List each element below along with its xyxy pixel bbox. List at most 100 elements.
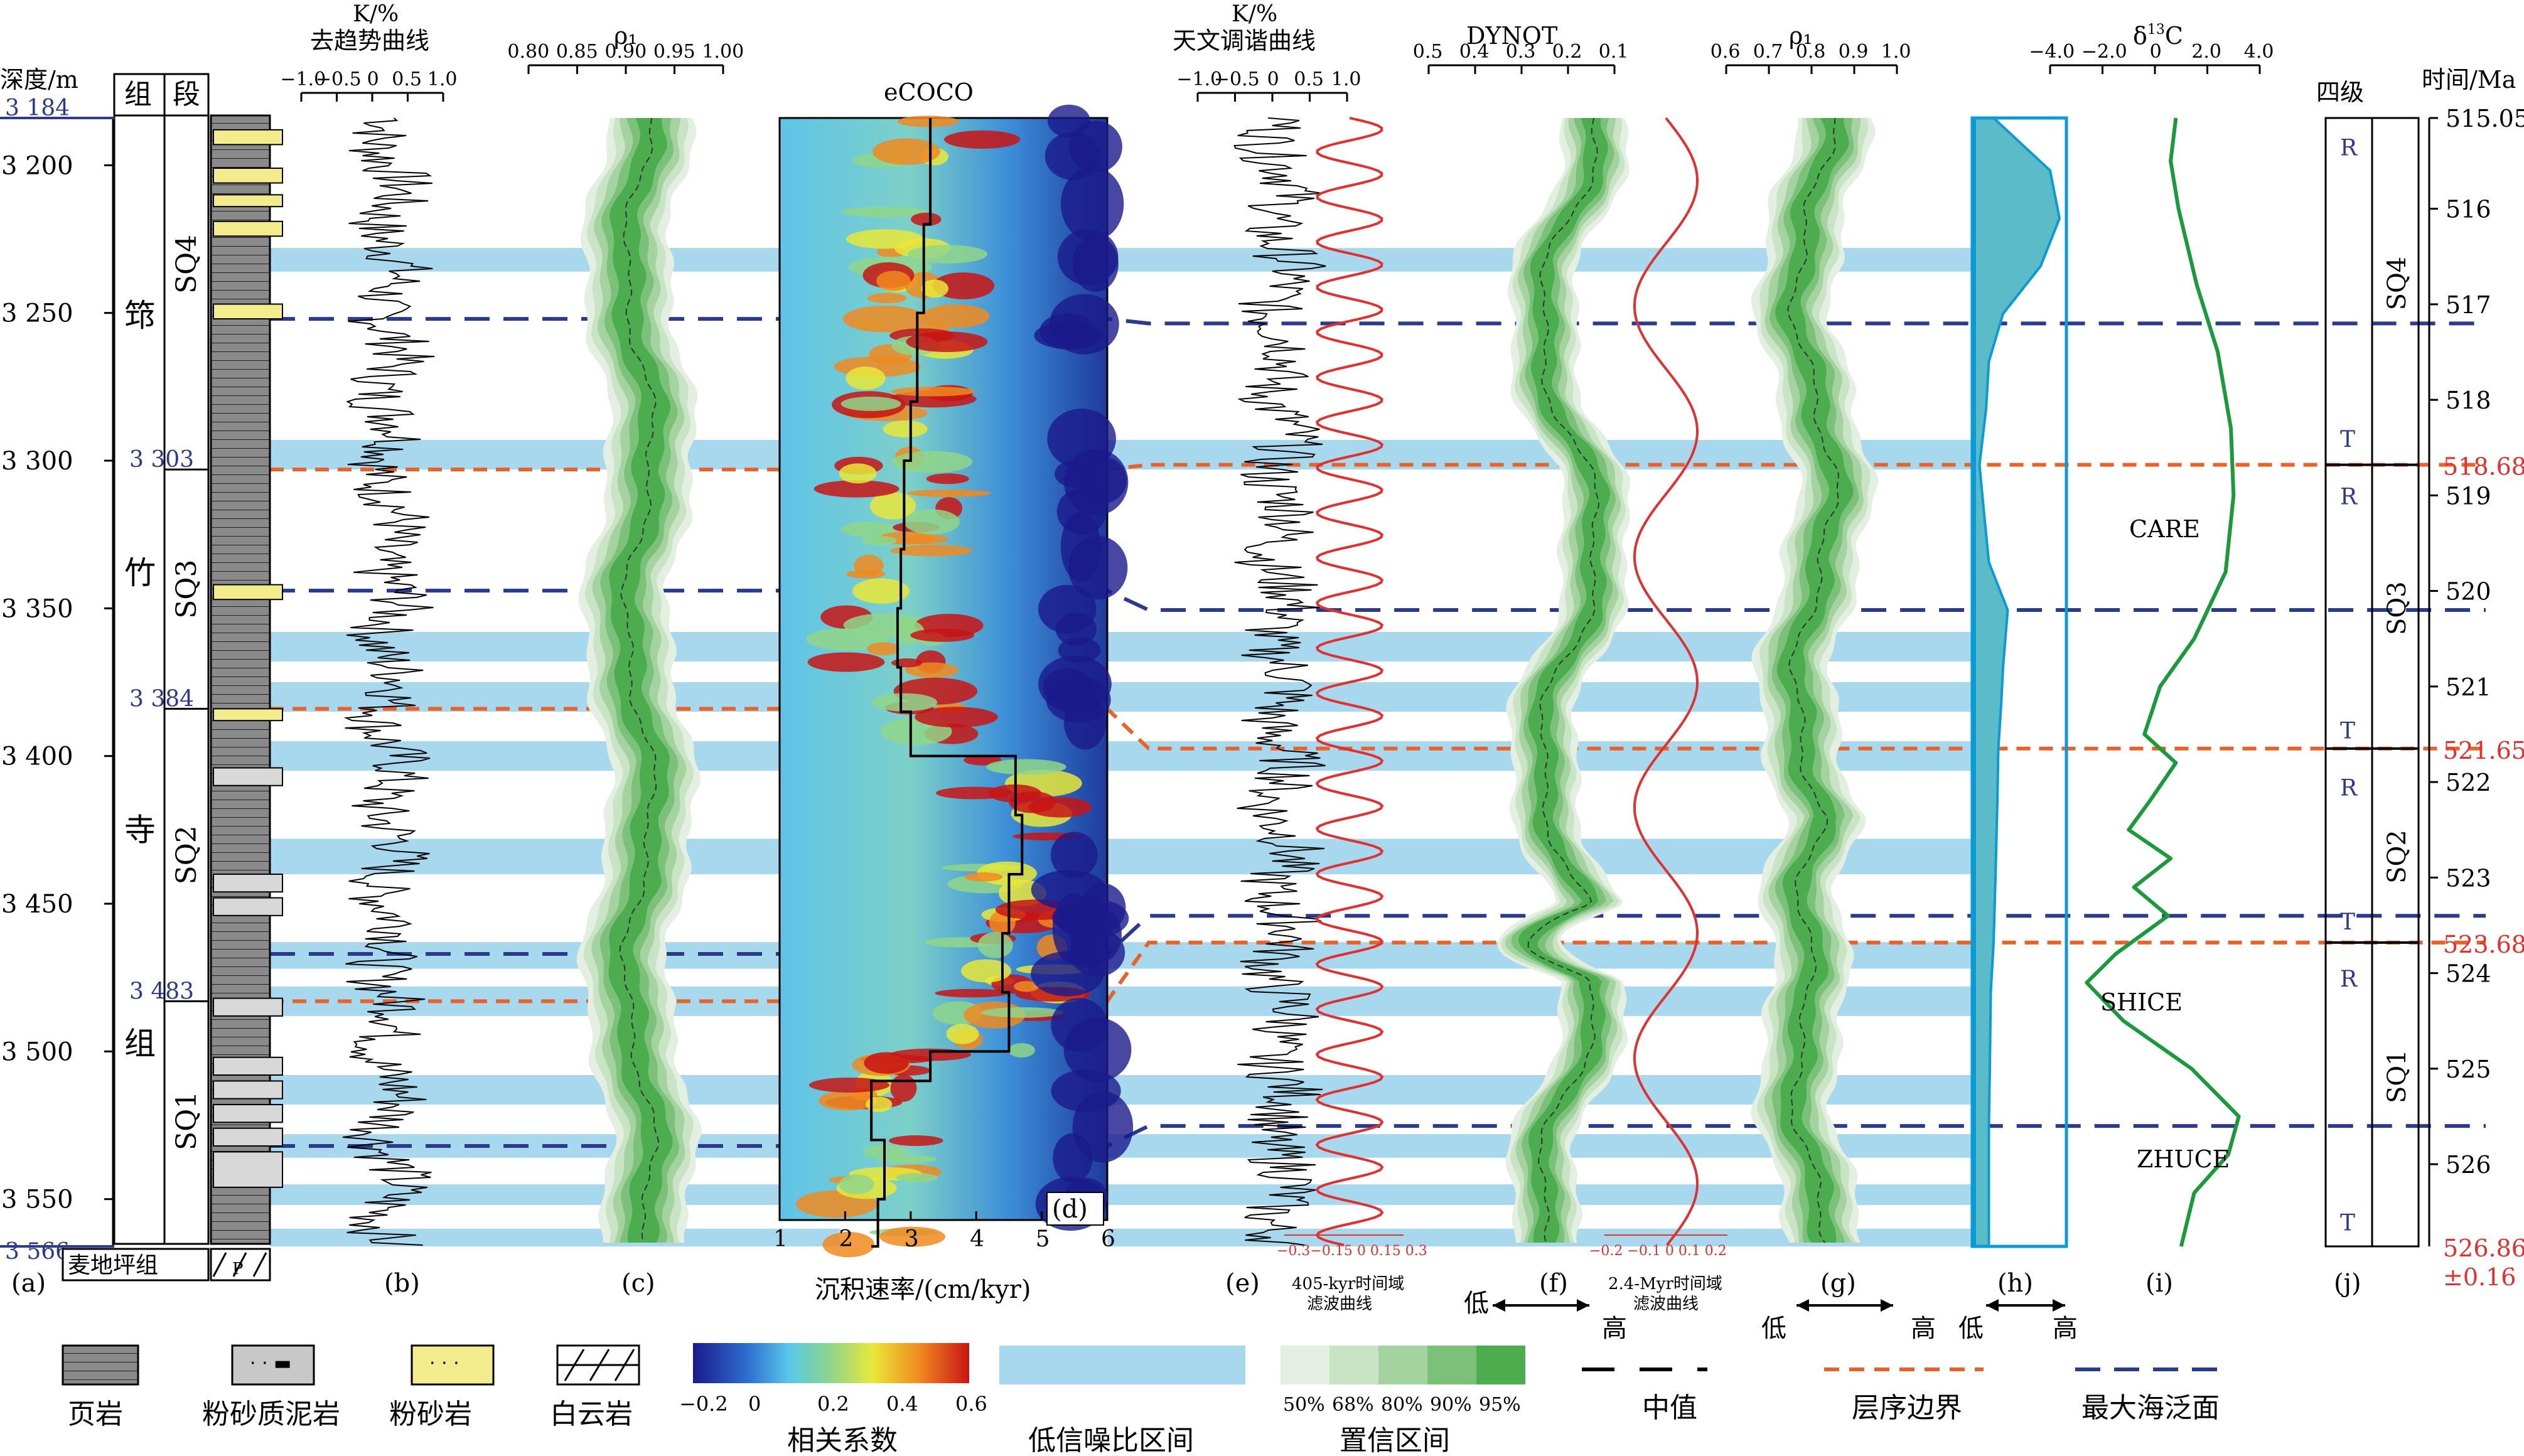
confidence-swatch-0: [1281, 1346, 1329, 1384]
axF-tick-1: 0.4: [1459, 41, 1490, 63]
e-filter-label-1: 405-kyr时间域: [1292, 1275, 1404, 1293]
lower-formation-label: 麦地坪组: [68, 1253, 158, 1278]
b-subtitle: 去趋势曲线: [310, 27, 429, 55]
dynot-f-band-3: [1510, 118, 1616, 1243]
time-tick-11: 526: [2446, 1151, 2491, 1179]
panel-label-j: (j): [2334, 1269, 2361, 1298]
siltstone-bed-1: [213, 168, 283, 184]
rho1-g-band-4: [1775, 118, 1854, 1243]
j-column-b: [2371, 117, 2420, 1248]
d-xtick-5: 6: [1101, 1226, 1115, 1252]
time-axis: 515.05 516 517 518 519 520 521 522 523 524 525 526 5…: [2428, 105, 2524, 1291]
system-tract-1: T: [2340, 427, 2355, 452]
confidence-tick-3: 90%: [1430, 1394, 1472, 1416]
depth-tick-5: 3 450: [1, 890, 73, 919]
system-tract-5: T: [2340, 909, 2355, 935]
axB-tick-2: 0: [367, 68, 379, 90]
event-care: CARE: [2129, 515, 2200, 543]
time-tick-3: 518: [2446, 387, 2491, 414]
legend-confidence-swatches: 50% 68% 80% 90% 95%: [1281, 1346, 1525, 1416]
b-title: K/%: [353, 1, 399, 27]
filter-405kyr-curve: [1315, 117, 1384, 1246]
ecoco-cell-86: [921, 279, 948, 298]
f-filter-label-1: 2.4-Myr时间域: [1608, 1275, 1722, 1293]
ecoco-cell-120: [822, 1231, 875, 1258]
axI-tick-0: −4.0: [2029, 41, 2075, 63]
legend-dolomite: 白云岩: [550, 1398, 633, 1430]
formation-char-3: 寺: [124, 812, 156, 848]
ecoco-cell-84: [867, 293, 907, 304]
arrow-g-low: 低: [1761, 1314, 1786, 1343]
panel-label-f: (f): [1539, 1269, 1568, 1298]
time-tick-4: 519: [2446, 482, 2491, 510]
colorbar-tick-1: 0: [748, 1392, 761, 1416]
confidence-swatch-4: [1476, 1346, 1525, 1384]
axI-tick-1: −2.0: [2081, 41, 2127, 63]
panel-label-g: (g): [1820, 1269, 1856, 1298]
depth-marker-4: 3 566: [5, 1239, 70, 1265]
f-title: DYNOT: [1466, 22, 1557, 50]
ecoco-cell-102: [908, 245, 988, 264]
time-red-3: 526.86: [2443, 1234, 2524, 1262]
g-title: ρ₁: [1789, 22, 1813, 50]
ecoco-low-24: [1063, 1017, 1132, 1082]
ecoco-cell-106: [935, 988, 1009, 998]
legend-low-snr-swatch: [999, 1346, 1245, 1384]
sequence-label-1: SQ3: [171, 560, 203, 619]
confidence-swatch-1: [1329, 1346, 1378, 1384]
ecoco-cell-87: [946, 1024, 979, 1044]
axG-tick-0: 0.6: [1710, 41, 1741, 63]
low-snr-band-left-8: [270, 1075, 840, 1105]
svg-text:· · ·: · · ·: [429, 1352, 459, 1374]
d13c-curve: [2085, 117, 2241, 1247]
legend-silty-swatch: [231, 1344, 315, 1386]
ecoco-cell-128: [891, 387, 975, 397]
axF-tick-0: 0.5: [1413, 41, 1443, 63]
member-header: 段: [173, 78, 200, 110]
time-red-0: 518.68: [2443, 453, 2524, 481]
arrow-g-high: 高: [1911, 1314, 1936, 1343]
ecoco-cell-135: [861, 535, 897, 545]
legend-shale-swatch: [62, 1344, 139, 1386]
mfs-line-1: [270, 589, 2486, 613]
axG-tick-4: 1.0: [1881, 41, 1911, 63]
axC-tick-2: 0.90: [604, 41, 647, 63]
sequence-labels: SQ4 SQ3 SQ2 SQ1: [164, 235, 208, 1150]
formation-column: [113, 114, 166, 1245]
panel-label-e: (e): [1225, 1269, 1260, 1298]
legend: 页岩 · · ▬ 粉砂质泥岩 · · · 粉砂岩 白云岩 −0.2 0 0.2 0.4…: [62, 1343, 2228, 1456]
d-xtick-4: 5: [1036, 1226, 1050, 1252]
legend-colorbar: [693, 1343, 969, 1383]
low-snr-band-left-3: [270, 682, 840, 712]
depth-marker-3: 3 483: [129, 978, 194, 1004]
ecoco-cell-114: [1008, 1043, 1035, 1057]
arrow-h-high: 高: [2053, 1314, 2078, 1343]
ecoco-cell-91: [944, 130, 1021, 149]
axE-tick-3: 0.5: [1294, 68, 1324, 90]
ecoco-low-39: [1060, 511, 1101, 582]
sea-level-curve: [1974, 117, 2061, 1248]
d-axis: 1 2 3 4 5 6: [773, 1211, 1115, 1252]
system-tract-6: R: [2340, 966, 2358, 992]
rho1-g-median: [1787, 117, 1840, 1243]
legend-median: 中值: [1642, 1392, 1697, 1424]
mfs-line-0: [270, 317, 2486, 326]
axG-tick-2: 0.8: [1796, 41, 1826, 63]
e-filter-ticks: −0.3−0.15 0 0.15 0.3: [1277, 1243, 1427, 1259]
time-axis-title: 时间/Ma: [2422, 66, 2516, 94]
f-filter-ticks: −0.2 −0.1 0 0.1 0.2: [1589, 1243, 1727, 1259]
time-red-4: ±0.16: [2443, 1263, 2516, 1291]
confidence-swatch-2: [1378, 1346, 1427, 1384]
legend-colorbar-label: 相关系数: [787, 1425, 898, 1456]
ecoco-low-33: [1048, 104, 1090, 137]
ecoco-cell-90: [905, 662, 959, 678]
silty-mudstone-bed-5: [213, 1080, 283, 1100]
ecoco-cell-125: [977, 932, 1013, 958]
axB-tick-4: 1.0: [427, 68, 458, 90]
ecoco-low-30: [1031, 951, 1104, 997]
legend-confidence: 置信区间: [1340, 1425, 1450, 1456]
low-snr-band-left-0: [270, 248, 840, 272]
f-filter-label-2: 滤波曲线: [1633, 1295, 1699, 1314]
ecoco-cell-127: [846, 569, 886, 579]
axE-tick-2: 0: [1267, 68, 1279, 90]
